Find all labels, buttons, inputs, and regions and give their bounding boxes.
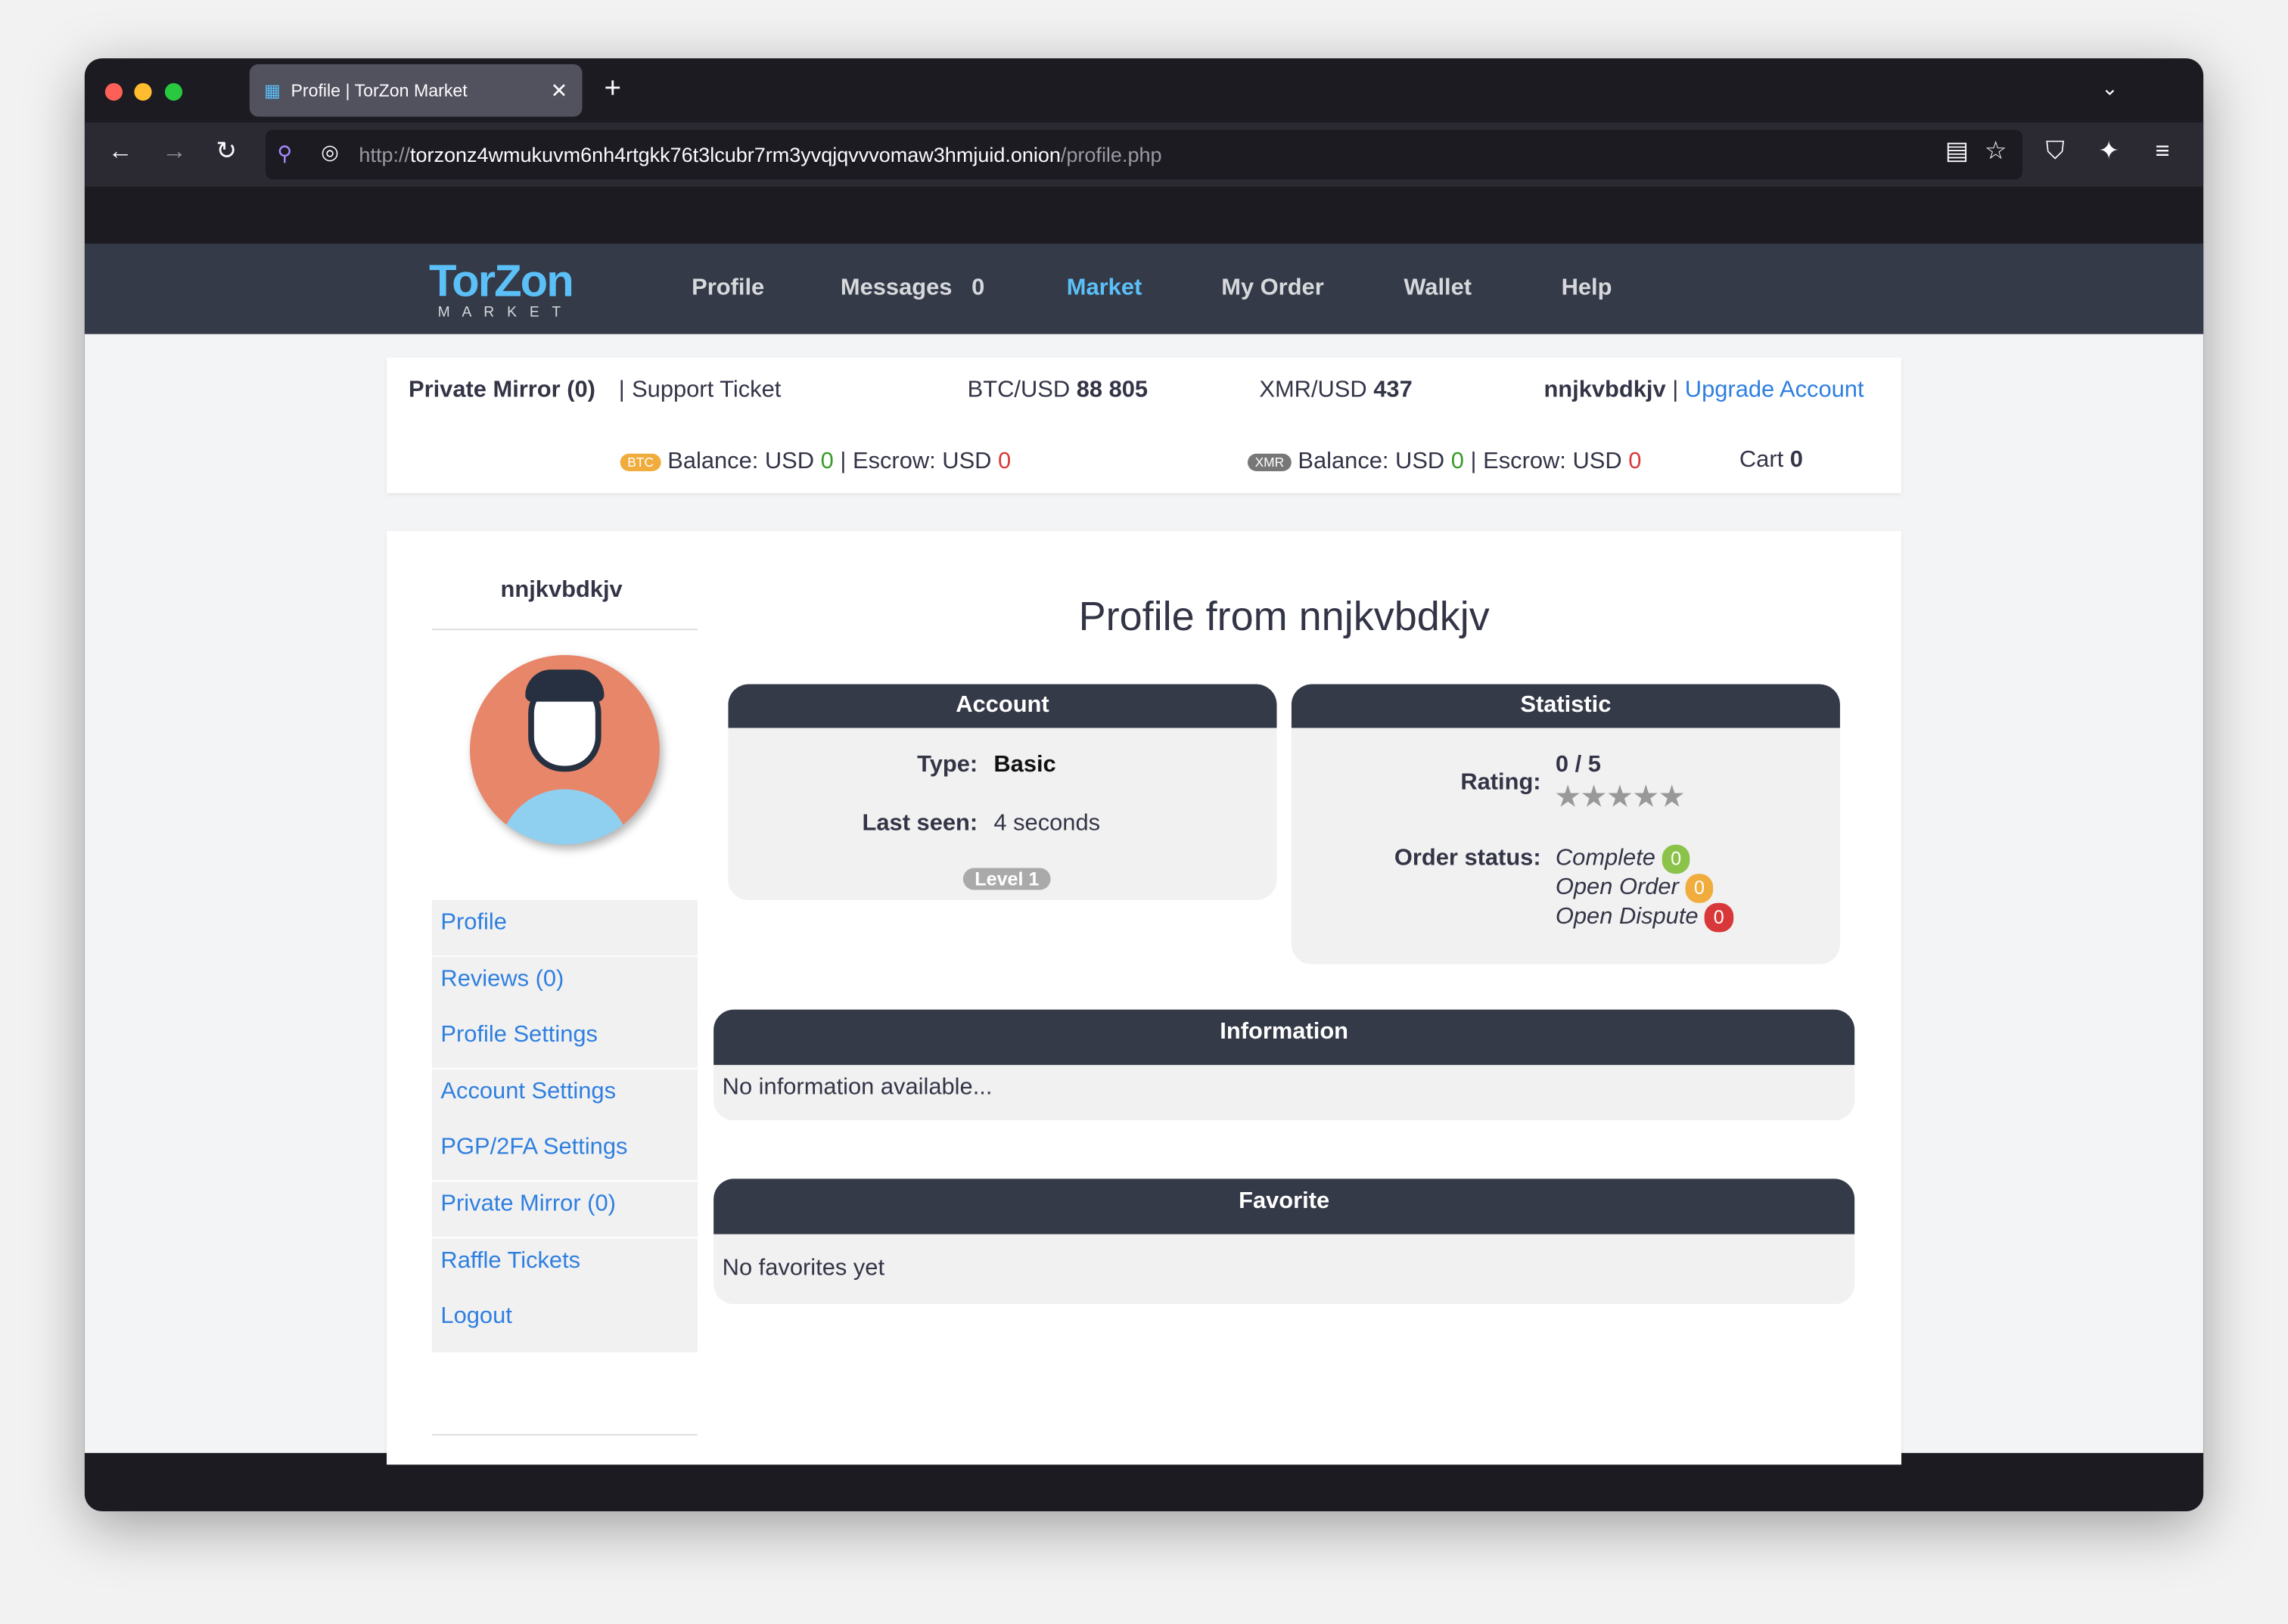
rating-label: Rating:: [1460, 770, 1541, 796]
divider: [431, 1433, 698, 1436]
account-header: Account: [728, 684, 1277, 728]
rating-stars: ★★★★★: [1553, 779, 1686, 815]
store-favicon-icon: ▦: [264, 80, 281, 101]
statistic-panel: Statistic Rating: 0 / 5 ★★★★★ Order stat…: [1291, 684, 1840, 964]
separator: |: [618, 377, 625, 403]
favorite-header: Favorite: [713, 1178, 1855, 1234]
sidebar-item-pgp-2fa-settings[interactable]: PGP/2FA Settings: [431, 1124, 698, 1181]
star-icon: ★: [1606, 780, 1634, 815]
browser-window: ▦ Profile | TorZon Market ✕ + ⌄ ← → ↻ ⚲ …: [84, 58, 2204, 1512]
reader-icon[interactable]: ▤: [1944, 137, 1969, 165]
shield-icon[interactable]: ⛉: [2045, 137, 2065, 165]
sidebar-item-profile-settings[interactable]: Profile Settings: [431, 1012, 698, 1068]
nav-profile[interactable]: Profile: [692, 275, 765, 301]
private-mirror-link[interactable]: Private Mirror (0): [409, 377, 595, 403]
star-icon: ★: [1632, 780, 1659, 815]
sidebar-item-raffle-tickets[interactable]: Raffle Tickets: [431, 1238, 698, 1294]
sidebar-item-profile[interactable]: Profile: [431, 899, 698, 956]
page-content: Private Mirror (0) | Support Ticket BTC/…: [84, 334, 2204, 1465]
minimize-window-button[interactable]: [134, 82, 152, 101]
divider: [431, 629, 698, 631]
messages-count: 0: [971, 275, 985, 301]
site-nav: TorZon M A R K E T Profile Messages 0 Ma…: [84, 244, 2204, 334]
favorite-text: No favorites yet: [722, 1256, 885, 1281]
last-seen-value: 4 seconds: [993, 811, 1101, 837]
level-badge: Level 1: [962, 868, 1051, 890]
extensions-icon[interactable]: ✦: [2098, 137, 2119, 165]
url-scheme: http://: [359, 143, 410, 166]
forward-icon[interactable]: →: [162, 137, 187, 165]
btc-balance: BTC Balance: USD 0 | Escrow: USD 0: [620, 449, 1011, 476]
complete-count: 0: [1662, 844, 1690, 874]
url-path: /profile.php: [1060, 143, 1162, 166]
star-icon: ★: [1658, 780, 1685, 815]
btc-rate: BTC/USD 88 805: [967, 377, 1149, 403]
onion-lock-icon[interactable]: ◎: [321, 140, 339, 164]
favorite-panel: Favorite No favorites yet: [713, 1178, 1855, 1305]
account-topbar: Private Mirror (0) | Support Ticket BTC/…: [387, 357, 1901, 493]
open-order-status: Open Order 0: [1556, 874, 1733, 903]
sidebar-item-reviews[interactable]: Reviews (0): [431, 957, 698, 1013]
nav-market[interactable]: Market: [1066, 275, 1142, 301]
close-window-button[interactable]: [104, 82, 123, 101]
avatar: [470, 654, 660, 845]
xmr-balance: XMR Balance: USD 0 | Escrow: USD 0: [1247, 449, 1641, 476]
nav-wallet[interactable]: Wallet: [1404, 275, 1472, 301]
browser-tab[interactable]: ▦ Profile | TorZon Market ✕: [249, 64, 583, 117]
support-ticket-link[interactable]: Support Ticket: [632, 377, 782, 403]
xmr-rate: XMR/USD 437: [1259, 377, 1413, 403]
maximize-window-button[interactable]: [164, 82, 183, 101]
rating-value: 0 / 5: [1555, 753, 1601, 778]
order-status-list: Complete 0 Open Order 0 Open Dispute 0: [1556, 844, 1733, 933]
information-panel: Information No information available...: [713, 1009, 1855, 1121]
sidebar-item-private-mirror[interactable]: Private Mirror (0): [431, 1182, 698, 1237]
open-dispute-count: 0: [1705, 902, 1733, 933]
last-seen-label: Last seen:: [862, 811, 978, 837]
complete-status: Complete 0: [1556, 844, 1733, 874]
account-info: nnjkvbdkjv | Upgrade Account: [1543, 377, 1864, 403]
account-panel: Account Type: Basic Last seen: 4 seconds…: [728, 684, 1277, 900]
sidebar-item-account-settings[interactable]: Account Settings: [431, 1069, 698, 1125]
open-dispute-status: Open Dispute 0: [1556, 902, 1733, 933]
statistic-header: Statistic: [1291, 684, 1840, 728]
menu-icon[interactable]: ≡: [2155, 137, 2170, 165]
bookmark-star-icon[interactable]: ☆: [1984, 137, 2007, 165]
back-icon[interactable]: ←: [107, 137, 133, 165]
tab-title: Profile | TorZon Market: [291, 80, 468, 101]
tor-circuit-icon[interactable]: ⚲: [277, 141, 293, 165]
information-text: No information available...: [722, 1075, 993, 1101]
star-icon: ★: [1553, 780, 1581, 815]
torzon-logo[interactable]: TorZon M A R K E T: [429, 255, 574, 321]
nav-help[interactable]: Help: [1561, 275, 1612, 301]
open-order-count: 0: [1685, 874, 1714, 903]
reload-icon[interactable]: ↻: [216, 137, 237, 165]
username: nnjkvbdkjv: [1543, 377, 1666, 403]
page-title: Profile from nnjkvbdkjv: [1078, 593, 1490, 639]
url-bar[interactable]: ⚲ ◎ http://torzonz4wmukuvm6nh4rtgkk76t3l…: [266, 129, 2023, 180]
sidebar-username: nnjkvbdkjv: [500, 577, 623, 603]
sidebar-item-logout[interactable]: Logout: [431, 1293, 698, 1352]
nav-my-order[interactable]: My Order: [1221, 275, 1324, 301]
chevron-down-icon[interactable]: ⌄: [2101, 76, 2119, 100]
type-value: Basic: [993, 753, 1056, 778]
browser-toolbar: ← → ↻ ⚲ ◎ http://torzonz4wmukuvm6nh4rtgk…: [84, 123, 2204, 187]
xmr-badge: XMR: [1247, 453, 1292, 471]
close-tab-icon[interactable]: ✕: [550, 78, 568, 102]
nav-messages[interactable]: Messages 0: [840, 275, 985, 301]
star-icon: ★: [1580, 780, 1607, 815]
information-header: Information: [713, 1009, 1855, 1065]
type-label: Type:: [917, 753, 978, 778]
url-host: torzonz4wmukuvm6nh4rtgkk76t3lcubr7rm3yvq…: [409, 143, 1061, 166]
btc-badge: BTC: [620, 453, 661, 471]
new-tab-icon[interactable]: +: [604, 73, 621, 105]
upgrade-account-link[interactable]: Upgrade Account: [1684, 377, 1864, 403]
cart-link[interactable]: Cart 0: [1739, 448, 1803, 473]
order-status-label: Order status:: [1394, 846, 1541, 871]
